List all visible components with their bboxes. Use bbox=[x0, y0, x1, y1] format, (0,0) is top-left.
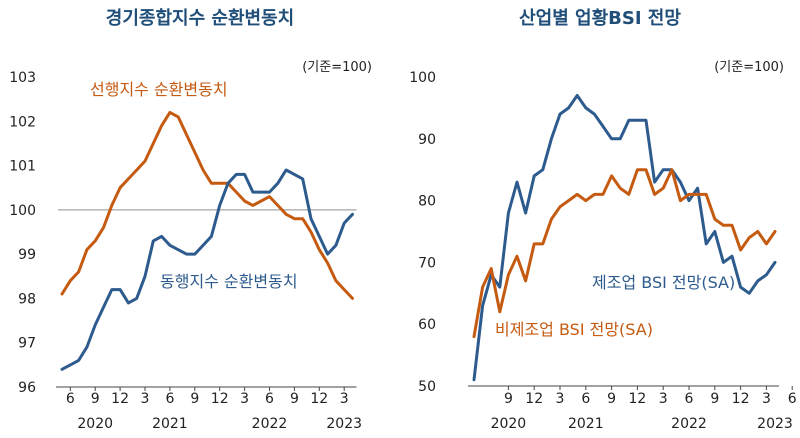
bsi-chart-panel: 산업별 업황BSI 전망 50 60 70 80 90 100 (기준=100) 9 12 3 6 9… bbox=[400, 0, 800, 438]
x-tick-label: 3 bbox=[762, 391, 771, 407]
x-tick-label: 6 bbox=[788, 391, 797, 407]
x-tick-label: 12 bbox=[211, 391, 229, 407]
x-year-label: 2023 bbox=[757, 416, 793, 432]
series-line bbox=[472, 168, 777, 339]
unit-label: (기준=100) bbox=[714, 60, 784, 75]
x-year-label: 2023 bbox=[326, 416, 362, 432]
x-tick-label: 9 bbox=[710, 391, 719, 407]
x-tick-label: 6 bbox=[165, 391, 174, 407]
x-tick-label: 3 bbox=[141, 391, 150, 407]
x-tick-label: 9 bbox=[607, 391, 616, 407]
x-year-label: 2022 bbox=[252, 416, 288, 432]
x-tick-label: 12 bbox=[628, 391, 646, 407]
x-tick-label: 3 bbox=[659, 391, 668, 407]
y-tick-label: 102 bbox=[9, 114, 36, 130]
y-tick-label: 103 bbox=[9, 70, 36, 86]
x-tick-label: 9 bbox=[504, 391, 513, 407]
x-year-label: 2020 bbox=[491, 416, 527, 432]
x-year-label: 2020 bbox=[77, 416, 113, 432]
x-tick-label: 12 bbox=[111, 391, 129, 407]
y-tick-label: 97 bbox=[18, 336, 36, 352]
x-tick-label: 6 bbox=[685, 391, 694, 407]
y-tick-label: 98 bbox=[18, 291, 36, 307]
x-tick-label: 3 bbox=[240, 391, 249, 407]
series-line bbox=[60, 110, 354, 300]
y-tick-label: 60 bbox=[418, 317, 436, 333]
x-year-label: 2021 bbox=[152, 416, 188, 432]
x-tick-label: 3 bbox=[556, 391, 565, 407]
y-tick-label: 100 bbox=[409, 70, 436, 86]
chart-title: 산업별 업황BSI 전망 bbox=[519, 8, 681, 29]
y-tick-label: 101 bbox=[9, 159, 36, 175]
x-tick-label: 9 bbox=[190, 391, 199, 407]
series-line bbox=[472, 94, 777, 382]
x-tick-label: 6 bbox=[581, 391, 590, 407]
x-tick-label: 6 bbox=[265, 391, 274, 407]
y-tick-label: 90 bbox=[418, 132, 436, 148]
series-label: 선행지수 순환변동치 bbox=[90, 80, 228, 99]
leading-coincident-chart-panel: 경기종합지수 순환변동치 96 97 98 99 100 101 102 103 (기준=100… bbox=[9, 8, 372, 432]
x-tick-label: 9 bbox=[91, 391, 100, 407]
series-label: 동행지수 순환변동치 bbox=[160, 272, 298, 291]
y-tick-label: 70 bbox=[418, 255, 436, 271]
x-tick-label: 9 bbox=[290, 391, 299, 407]
y-tick-label: 80 bbox=[418, 194, 436, 210]
chart-title: 경기종합지수 순환변동치 bbox=[105, 8, 295, 29]
x-tick-label: 12 bbox=[310, 391, 328, 407]
x-tick-label: 12 bbox=[525, 391, 543, 407]
y-tick-label: 50 bbox=[418, 379, 436, 395]
x-tick-label: 6 bbox=[66, 391, 75, 407]
y-tick-label: 96 bbox=[18, 380, 36, 396]
unit-label: (기준=100) bbox=[302, 60, 372, 75]
series-label: 제조업 BSI 전망(SA) bbox=[592, 273, 735, 292]
x-year-label: 2021 bbox=[568, 416, 604, 432]
x-tick-label: 3 bbox=[340, 391, 349, 407]
x-tick-label: 12 bbox=[732, 391, 750, 407]
y-tick-label: 100 bbox=[9, 203, 36, 219]
x-year-label: 2022 bbox=[671, 416, 707, 432]
series-line bbox=[60, 168, 354, 371]
y-tick-label: 99 bbox=[18, 247, 36, 263]
series-label: 비제조업 BSI 전망(SA) bbox=[495, 320, 653, 339]
